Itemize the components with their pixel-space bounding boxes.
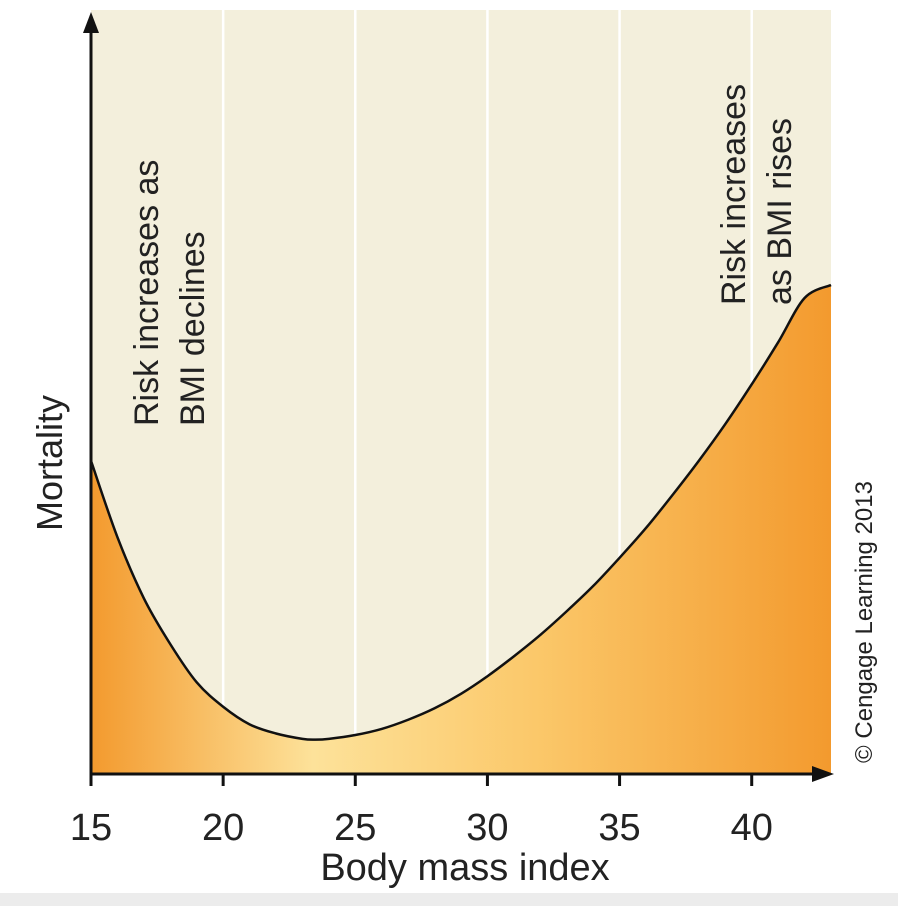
y-axis-arrow	[83, 12, 99, 33]
mortality-area-fill	[91, 285, 831, 774]
annotation-left-line-1: Risk increases as	[128, 160, 166, 426]
bottom-border	[0, 893, 898, 906]
x-tick-label-40: 40	[731, 807, 773, 849]
annotation-right-line-2: as BMI rises	[761, 118, 799, 305]
mortality-curve	[89, 283, 832, 741]
x-tick-label-15: 15	[70, 807, 112, 849]
y-axis-label: Mortality	[29, 395, 70, 531]
gridlines	[221, 10, 753, 774]
x-axis-arrow	[812, 766, 834, 782]
credit-text: © Cengage Learning 2013	[851, 481, 878, 763]
annotation-right: Risk increases as BMI rises	[715, 74, 799, 305]
annotation-right-line-1: Risk increases	[715, 84, 753, 305]
x-ticks: 15 20 25 30 35 40	[70, 774, 773, 849]
annotation-left: Risk increases as BMI declines	[128, 150, 212, 426]
x-tick-label-20: 20	[202, 807, 244, 849]
x-axis-label: Body mass index	[320, 847, 609, 889]
x-tick-label-35: 35	[598, 807, 640, 849]
x-tick-label-30: 30	[466, 807, 508, 849]
x-tick-label-25: 25	[334, 807, 376, 849]
annotation-left-line-2: BMI declines	[174, 231, 212, 426]
